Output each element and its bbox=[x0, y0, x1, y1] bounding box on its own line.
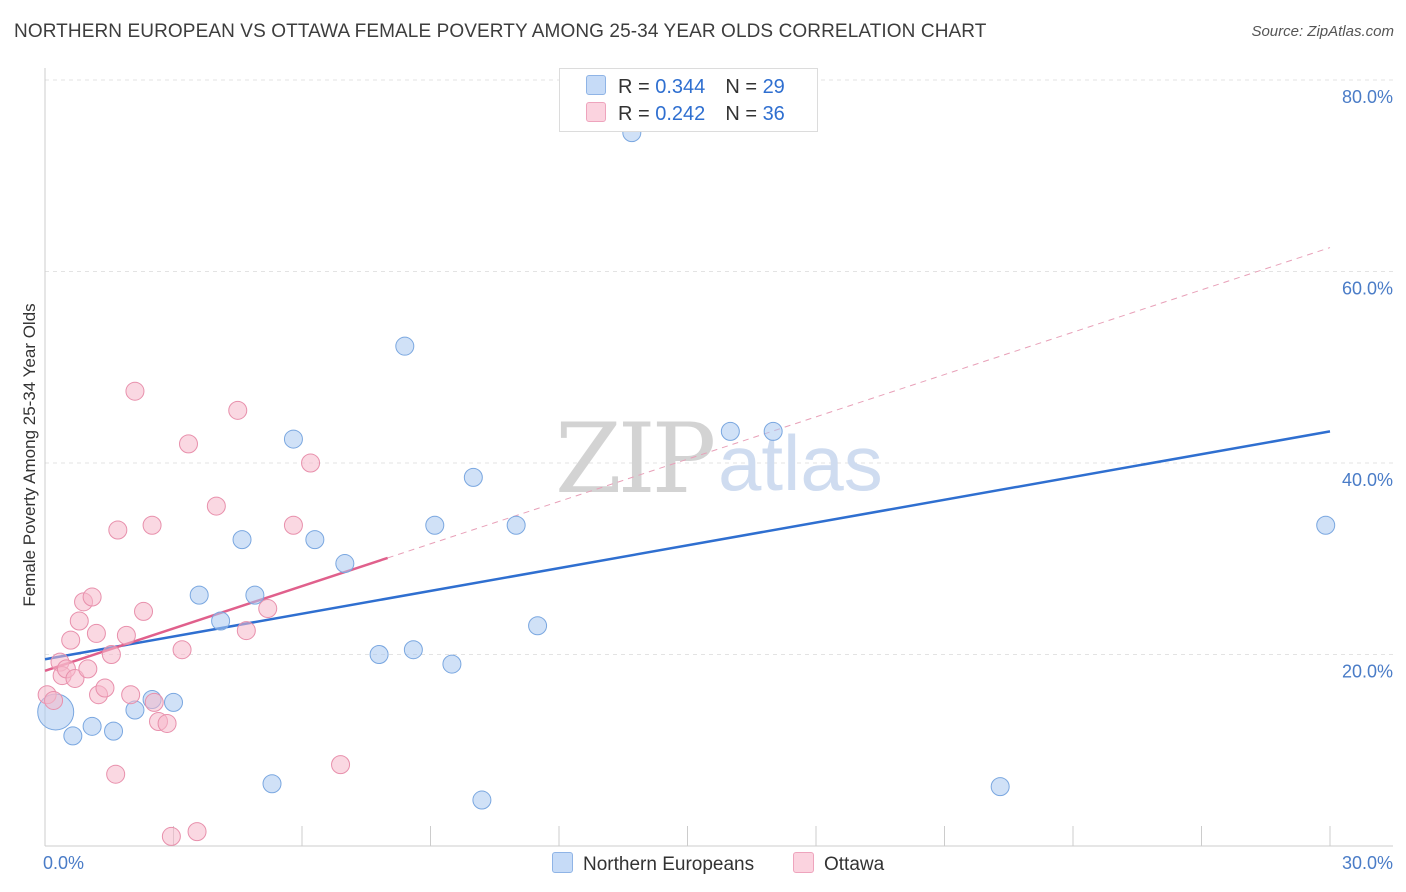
legend-swatch-ottawa bbox=[586, 102, 606, 122]
point-ottawa bbox=[283, 515, 303, 535]
point-ottawa bbox=[95, 678, 115, 698]
point-northern bbox=[82, 716, 102, 736]
point-northern bbox=[369, 645, 389, 664]
legend-n-label: N = bbox=[725, 76, 763, 98]
point-northern bbox=[305, 530, 325, 550]
point-ottawa bbox=[258, 599, 278, 619]
point-northern bbox=[1316, 515, 1336, 535]
grid-lines bbox=[45, 79, 1393, 655]
legend-r-label: R = bbox=[618, 103, 656, 125]
watermark: ZIP atlas bbox=[555, 403, 883, 515]
legend-row-ottawa: R = 0.242 N = 36 bbox=[586, 102, 785, 126]
legend-r-label: R = bbox=[618, 76, 656, 98]
point-ottawa bbox=[44, 690, 64, 710]
point-northern bbox=[720, 421, 740, 441]
point-ottawa bbox=[178, 434, 198, 454]
point-northern bbox=[506, 515, 526, 535]
point-northern bbox=[335, 554, 355, 574]
legend-r-value: 0.242 bbox=[655, 103, 706, 125]
bottom-legend-label-ottawa: Ottawa bbox=[824, 854, 885, 875]
source-label: Source: ZipAtlas.com bbox=[1251, 23, 1394, 40]
y-tick-label: 40.0% bbox=[1342, 470, 1393, 490]
y-tick-label: 20.0% bbox=[1342, 662, 1393, 682]
legend-row-northern: R = 0.344 N = 29 bbox=[586, 75, 785, 99]
point-ottawa bbox=[121, 685, 141, 705]
point-northern bbox=[232, 530, 252, 550]
point-northern bbox=[63, 726, 83, 746]
point-ottawa bbox=[331, 755, 351, 775]
point-northern bbox=[990, 777, 1010, 797]
bottom-legend-ottawa: Ottawa bbox=[793, 852, 884, 876]
point-northern bbox=[403, 640, 423, 660]
point-ottawa bbox=[301, 453, 321, 473]
chart-title: NORTHERN EUROPEAN VS OTTAWA FEMALE POVER… bbox=[14, 21, 987, 42]
point-ottawa bbox=[106, 764, 126, 784]
legend-n-label: N = bbox=[725, 103, 763, 125]
bottom-legend-swatch-northern bbox=[552, 852, 573, 873]
point-ottawa bbox=[108, 520, 128, 540]
point-northern bbox=[395, 336, 415, 356]
point-ottawa bbox=[134, 601, 154, 621]
point-ottawa bbox=[206, 496, 226, 516]
point-northern bbox=[211, 611, 231, 631]
y-tick-labels: 20.0% 40.0% 60.0% 80.0% bbox=[1342, 87, 1393, 682]
y-tick-label: 60.0% bbox=[1342, 279, 1393, 299]
bottom-legend-northern: Northern Europeans bbox=[552, 852, 754, 876]
point-ottawa bbox=[78, 659, 98, 679]
legend-r-value: 0.344 bbox=[655, 76, 706, 98]
bottom-legend-label-northern: Northern Europeans bbox=[583, 854, 755, 875]
point-ottawa bbox=[101, 645, 121, 664]
point-ottawa bbox=[61, 630, 81, 650]
point-ottawa bbox=[65, 668, 85, 688]
point-northern bbox=[104, 721, 124, 741]
point-ottawa bbox=[142, 515, 162, 535]
point-ottawa bbox=[86, 623, 106, 643]
point-northern bbox=[442, 654, 462, 674]
legend-swatch-northern bbox=[586, 75, 606, 95]
point-ottawa bbox=[82, 587, 102, 607]
point-ottawa bbox=[172, 640, 192, 660]
point-northern bbox=[528, 616, 548, 636]
legend-n-value: 29 bbox=[762, 76, 785, 98]
watermark-atlas: atlas bbox=[718, 419, 883, 507]
point-northern bbox=[463, 467, 483, 487]
bottom-legend-swatch-ottawa bbox=[793, 852, 814, 873]
point-ottawa bbox=[157, 713, 177, 733]
point-northern bbox=[425, 515, 445, 535]
point-northern bbox=[472, 790, 492, 810]
y-axis-label: Female Poverty Among 25-34 Year Olds bbox=[20, 303, 39, 606]
stats-legend: R = 0.344 N = 29 R = 0.242 N = 36 bbox=[559, 68, 818, 132]
point-ottawa bbox=[236, 621, 256, 641]
x-tick-label: 30.0% bbox=[1342, 853, 1393, 873]
trend-line-northern bbox=[44, 430, 1331, 661]
legend-n-value: 36 bbox=[762, 103, 785, 125]
point-northern bbox=[164, 692, 183, 712]
point-ottawa bbox=[187, 822, 207, 842]
y-tick-label: 80.0% bbox=[1342, 87, 1393, 107]
watermark-zip: ZIP bbox=[555, 403, 714, 515]
point-ottawa bbox=[228, 400, 248, 420]
point-ottawa bbox=[161, 826, 181, 846]
point-ottawa bbox=[125, 381, 145, 401]
point-northern bbox=[262, 774, 282, 794]
point-ottawa bbox=[69, 611, 89, 631]
data-points bbox=[37, 123, 1336, 846]
point-ottawa bbox=[116, 625, 136, 645]
x-tick-label: 0.0% bbox=[43, 853, 84, 873]
point-northern bbox=[189, 585, 209, 605]
x-tick-labels: 0.0% 30.0% bbox=[43, 853, 1393, 873]
trend-line-ottawa-extension bbox=[387, 247, 1331, 559]
point-ottawa bbox=[144, 692, 164, 712]
point-northern bbox=[283, 429, 303, 449]
point-northern bbox=[763, 421, 783, 441]
point-northern bbox=[245, 585, 265, 605]
